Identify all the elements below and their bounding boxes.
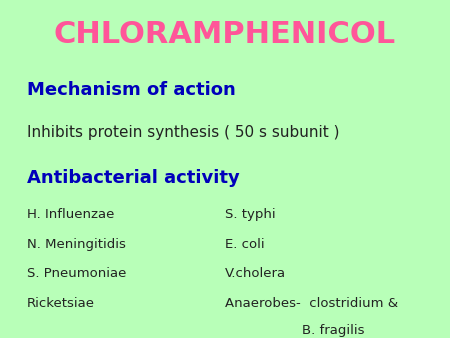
Text: Mechanism of action: Mechanism of action [27, 81, 236, 99]
Text: E. coli: E. coli [225, 238, 265, 250]
Text: CHLORAMPHENICOL: CHLORAMPHENICOL [54, 20, 396, 49]
Text: Antibacterial activity: Antibacterial activity [27, 169, 240, 187]
Text: H. Influenzae: H. Influenzae [27, 208, 114, 221]
Text: S. Pneumoniae: S. Pneumoniae [27, 267, 126, 280]
Text: Anaerobes-  clostridium &: Anaerobes- clostridium & [225, 297, 398, 310]
Text: N. Meningitidis: N. Meningitidis [27, 238, 126, 250]
Text: Inhibits protein synthesis ( 50 s subunit ): Inhibits protein synthesis ( 50 s subuni… [27, 125, 339, 140]
Text: V.cholera: V.cholera [225, 267, 286, 280]
Text: S. typhi: S. typhi [225, 208, 275, 221]
Text: B. fragilis: B. fragilis [302, 324, 364, 337]
Text: Ricketsiae: Ricketsiae [27, 297, 95, 310]
